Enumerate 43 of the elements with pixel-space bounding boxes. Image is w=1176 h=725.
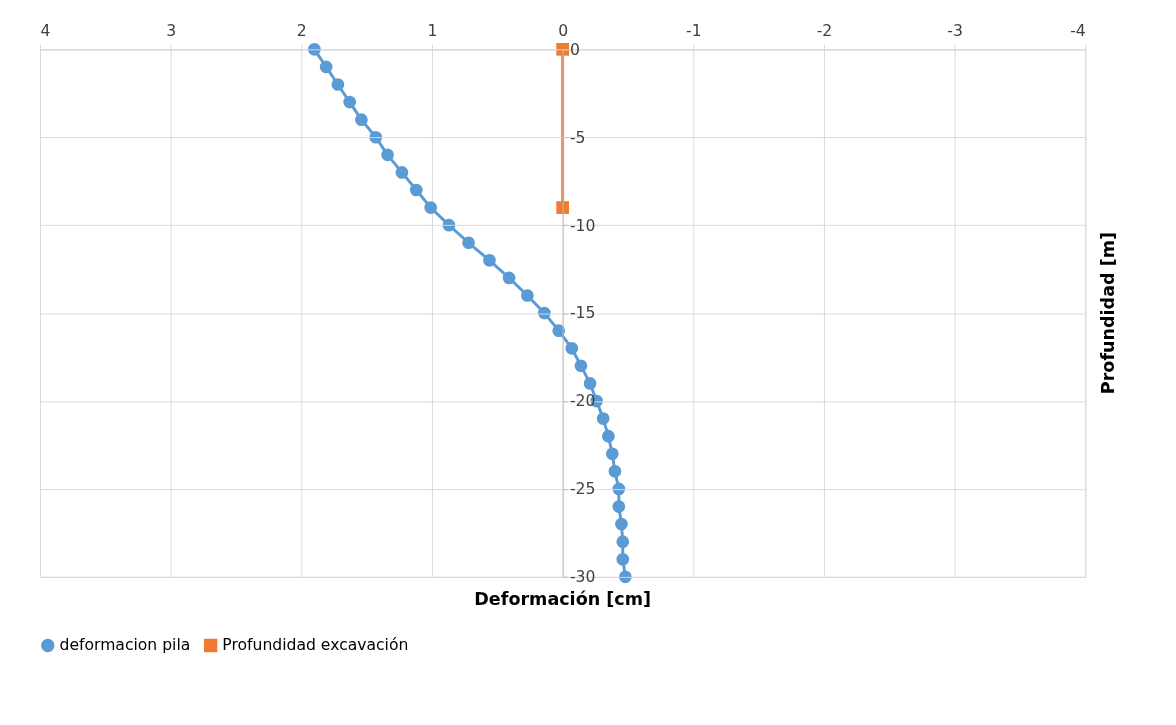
point	[502, 271, 516, 285]
point	[565, 341, 579, 355]
x-tick-label: -4	[1070, 22, 1086, 41]
point	[381, 148, 394, 162]
point	[556, 42, 569, 56]
point	[608, 465, 622, 478]
point	[319, 60, 333, 74]
x-tick-label: -2	[816, 22, 833, 41]
y-tick-label: -20	[569, 392, 596, 411]
y-tick-label: -25	[569, 480, 596, 499]
x-tick-label: 4	[40, 22, 51, 41]
x-tick-label: 1	[427, 22, 438, 41]
y-tick-label: -15	[569, 304, 596, 323]
y-tick-label: -30	[569, 568, 596, 587]
point	[331, 78, 345, 91]
point	[409, 183, 423, 197]
y-axis-title: Profundidad [m]	[1097, 232, 1118, 395]
point	[605, 447, 619, 461]
point	[343, 95, 357, 109]
legend-label: Profundidad excavación	[222, 636, 409, 655]
point	[596, 412, 610, 425]
x-tick-label: -3	[947, 22, 963, 41]
x-tick-label: 2	[296, 22, 307, 41]
point	[395, 166, 409, 179]
point	[602, 429, 615, 443]
point	[521, 289, 534, 302]
point	[574, 359, 588, 373]
y-tick-label: 0	[569, 40, 580, 59]
point	[483, 254, 496, 267]
point	[615, 517, 628, 531]
point	[616, 535, 630, 549]
legend-label: deformacion pila	[59, 636, 191, 655]
y-tick-label: -5	[569, 128, 586, 147]
point	[583, 377, 597, 390]
point	[424, 201, 438, 214]
point	[616, 552, 630, 566]
point	[612, 500, 626, 513]
x-axis-title: Deformación [cm]	[474, 589, 652, 610]
point	[355, 113, 368, 127]
point	[462, 236, 475, 250]
x-tick-label: 3	[166, 22, 177, 41]
x-tick-label: -1	[686, 22, 702, 41]
y-tick-label: -10	[569, 216, 596, 235]
